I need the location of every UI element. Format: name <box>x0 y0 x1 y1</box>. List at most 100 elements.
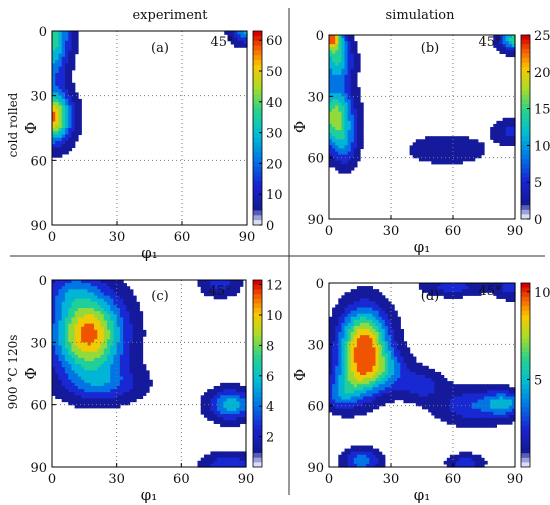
density-cell <box>52 140 56 145</box>
density-cell <box>240 40 245 45</box>
density-cell <box>71 323 76 328</box>
colorbar-segment <box>253 171 262 177</box>
density-cell <box>129 301 134 306</box>
density-cell <box>449 457 454 462</box>
density-cell <box>400 378 404 382</box>
density-cell <box>139 326 144 331</box>
density-cell <box>350 338 355 342</box>
density-cell <box>55 286 60 290</box>
density-cell <box>375 344 380 348</box>
density-cell <box>207 286 212 290</box>
density-cell <box>236 395 241 400</box>
density-cell <box>363 368 367 373</box>
density-cell <box>139 370 144 375</box>
density-cell <box>356 402 361 407</box>
density-cell <box>132 351 137 356</box>
density-cell <box>353 108 358 113</box>
density-cell <box>360 390 364 394</box>
density-cell <box>52 320 56 325</box>
density-cell <box>350 393 355 398</box>
density-cell <box>397 393 401 398</box>
density-cell <box>100 332 105 337</box>
density-cell <box>52 85 56 90</box>
density-cell <box>233 460 237 465</box>
density-cell <box>344 316 349 321</box>
colorbar-segment <box>521 384 530 390</box>
density-cell <box>462 139 466 143</box>
density-cell <box>440 136 445 140</box>
density-cell <box>242 414 247 418</box>
density-cell <box>347 102 352 107</box>
density-cell <box>65 50 69 55</box>
density-cell <box>350 102 355 107</box>
density-cell <box>106 361 111 365</box>
colorbar-segment <box>521 205 530 211</box>
density-cell <box>335 356 339 361</box>
density-cell <box>341 74 346 79</box>
density-cell <box>360 310 364 315</box>
density-cell <box>409 145 414 150</box>
density-cell <box>344 102 349 107</box>
y-tick-label: 30 <box>30 90 47 105</box>
density-cell <box>65 66 69 71</box>
density-cell <box>341 59 346 64</box>
density-cell <box>65 53 69 58</box>
density-cell <box>431 154 435 159</box>
density-cell <box>347 169 352 174</box>
density-cell <box>384 359 389 364</box>
density-cell <box>406 347 411 352</box>
density-cell <box>356 142 361 146</box>
density-cell <box>431 371 435 376</box>
density-cell <box>465 151 470 156</box>
density-cell <box>360 292 364 296</box>
density-cell <box>437 393 442 398</box>
density-cell <box>52 292 56 297</box>
density-cell <box>409 390 414 394</box>
density-cell <box>119 385 124 390</box>
density-cell <box>84 370 89 375</box>
density-cell <box>412 145 417 150</box>
density-cell <box>94 314 98 318</box>
density-cell <box>474 460 479 465</box>
density-cell <box>129 382 134 387</box>
density-cell <box>341 301 346 306</box>
density-cell <box>394 347 398 352</box>
density-cell <box>332 359 336 364</box>
density-cell <box>116 298 121 303</box>
density-cell <box>123 395 127 400</box>
density-cell <box>103 348 108 353</box>
density-cell <box>341 332 346 336</box>
density-cell <box>126 379 131 384</box>
density-cell <box>103 376 108 381</box>
density-cell <box>456 139 460 143</box>
density-cell <box>465 424 470 428</box>
density-cell <box>207 410 212 415</box>
density-cell <box>65 60 69 64</box>
density-cell <box>465 417 470 422</box>
density-cell <box>347 411 352 416</box>
density-cell <box>493 130 497 134</box>
density-cell <box>511 127 516 131</box>
density-cell <box>123 345 127 350</box>
density-cell <box>372 338 377 342</box>
density-cell <box>55 63 60 68</box>
density-cell <box>353 96 358 100</box>
density-cell <box>335 160 339 165</box>
density-cell <box>329 105 333 110</box>
density-cell <box>511 393 516 398</box>
density-cell <box>126 304 131 309</box>
density-cell <box>344 47 349 51</box>
density-cell <box>496 417 501 422</box>
density-cell <box>356 365 361 370</box>
density-cell <box>84 301 89 306</box>
density-cell <box>431 375 435 379</box>
density-cell <box>55 82 60 87</box>
density-cell <box>213 385 218 390</box>
density-cell <box>68 348 72 353</box>
density-cell <box>126 364 131 368</box>
density-cell <box>110 401 115 406</box>
density-cell <box>203 454 208 459</box>
density-cell <box>394 390 398 394</box>
density-cell <box>341 387 346 391</box>
